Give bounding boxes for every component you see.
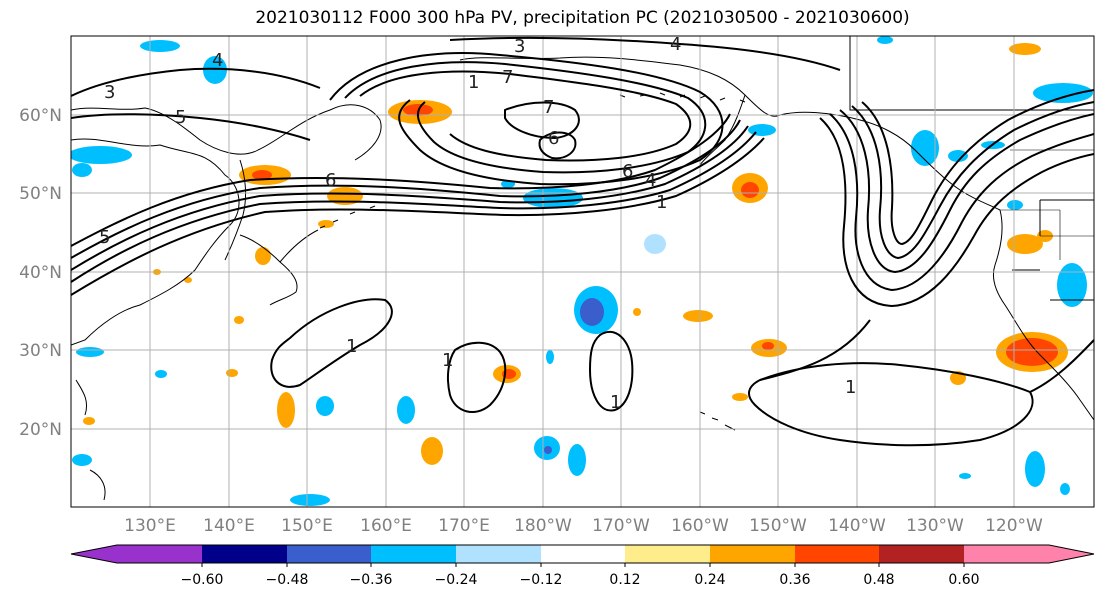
lon-label: 170°E [438, 516, 490, 536]
lat-label: 60°N [19, 106, 62, 126]
pv-label: 1 [656, 192, 667, 213]
lon-label: 170°W [592, 516, 650, 536]
colorbar-outline [70, 544, 1095, 564]
pv-label: 7 [543, 97, 554, 118]
pv-contours [71, 36, 1094, 447]
lon-label: 130°W [906, 516, 964, 536]
pv-label: 7 [502, 67, 513, 88]
colorbar-segment [202, 545, 287, 563]
colorbar-segment [625, 545, 710, 563]
pv-label: 5 [175, 107, 186, 128]
pv-label: 4 [212, 50, 223, 71]
colorbar-tick-label: 0.36 [779, 572, 810, 588]
coastlines [71, 36, 1094, 501]
pv-label: 4 [645, 170, 656, 191]
pv-contour-labels: 3 3 4 4 5 5 6 6 7 7 1 1 1 1 1 1 4 6 [99, 34, 856, 413]
lon-label: 130°E [124, 516, 176, 536]
colorbar-segment [287, 545, 371, 563]
colorbar-segment [879, 545, 964, 563]
lat-label: 30°N [19, 341, 62, 361]
lon-label: 160°E [360, 516, 412, 536]
plot-title: 2021030112 F000 300 hPa PV, precipitatio… [255, 8, 910, 28]
colorbar-tick-label: −0.36 [350, 572, 393, 588]
colorbar-ticks [201, 563, 965, 567]
pv-label: 1 [442, 350, 453, 371]
political-borders [1000, 149, 1094, 260]
pv-label: 1 [346, 336, 357, 357]
colorbar-tick-label: 0.24 [694, 572, 725, 588]
pv-label: 6 [548, 128, 559, 149]
pv-label: 5 [99, 227, 110, 248]
lon-label: 140°E [203, 516, 255, 536]
colorbar-segment [117, 545, 202, 563]
colorbar-tick-label: −0.48 [266, 572, 309, 588]
lat-label: 20°N [19, 420, 62, 440]
colorbar-tick-label: 0.48 [863, 572, 894, 588]
lat-label: 50°N [19, 184, 62, 204]
colorbar-tick-label: −0.12 [520, 572, 563, 588]
colorbar-segment [795, 545, 879, 563]
colorbar-extend-max [1049, 545, 1094, 563]
colorbar-segment [541, 545, 625, 563]
longitude-labels: 130°E 140°E 150°E 160°E 170°E 180°W 170°… [124, 516, 1043, 536]
colorbar-tick-label: 0.60 [948, 572, 979, 588]
colorbar-extend-min [71, 545, 117, 563]
map-frame [70, 35, 1095, 508]
lon-label: 120°W [985, 516, 1043, 536]
colorbar-tick-label: 0.12 [609, 572, 640, 588]
pv-label: 6 [622, 161, 633, 182]
lon-label: 180°W [514, 516, 572, 536]
lon-label: 150°W [749, 516, 807, 536]
colorbar-segment [710, 545, 795, 563]
pv-label: 1 [610, 392, 621, 413]
pv-label: 1 [468, 72, 479, 93]
pv-label: 6 [325, 170, 336, 191]
lon-label: 150°E [281, 516, 333, 536]
colorbar-tick-label: −0.60 [181, 572, 224, 588]
colorbar: −0.60 −0.48 −0.36 −0.24 −0.12 0.12 0.24 … [70, 544, 1095, 588]
lon-label: 140°W [828, 516, 886, 536]
latitude-labels: 60°N 50°N 40°N 30°N 20°N [19, 106, 62, 440]
lon-label: 160°W [671, 516, 729, 536]
colorbar-segment [964, 545, 1049, 563]
pv-label: 4 [670, 34, 681, 55]
pv-label: 3 [514, 36, 525, 57]
colorbar-tick-label: −0.24 [435, 572, 478, 588]
colorbar-segment [456, 545, 541, 563]
pv-label: 1 [845, 377, 856, 398]
pv-label: 3 [104, 82, 115, 103]
colorbar-segment [371, 545, 456, 563]
lat-label: 40°N [19, 263, 62, 283]
